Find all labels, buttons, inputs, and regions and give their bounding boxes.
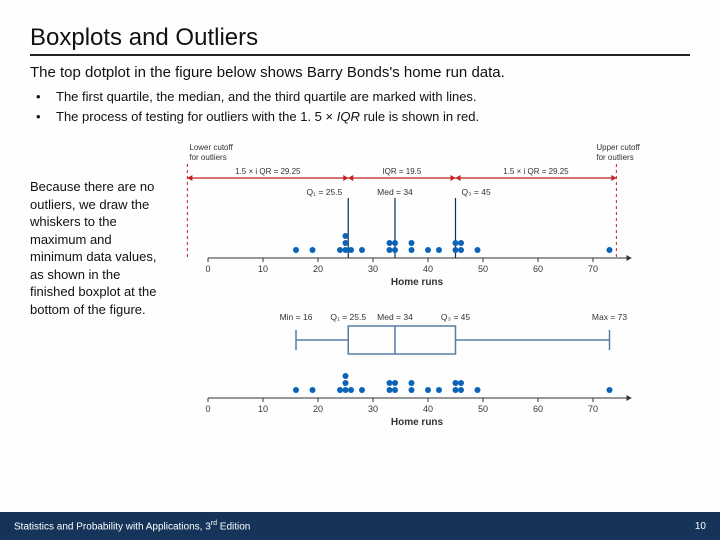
svg-text:Q₁ = 25.5: Q₁ = 25.5 xyxy=(307,187,343,197)
slide: Boxplots and Outliers The top dotplot in… xyxy=(0,0,720,540)
bullet-icon: • xyxy=(36,107,56,127)
svg-text:for outliers: for outliers xyxy=(189,153,226,162)
svg-text:20: 20 xyxy=(313,264,323,274)
svg-text:IQR = 19.5: IQR = 19.5 xyxy=(382,167,421,176)
svg-text:20: 20 xyxy=(313,404,323,414)
svg-text:10: 10 xyxy=(258,264,268,274)
svg-text:0: 0 xyxy=(205,264,210,274)
svg-text:60: 60 xyxy=(533,404,543,414)
svg-text:Max = 73: Max = 73 xyxy=(592,312,627,322)
content-row: Because there are no outliers, we draw t… xyxy=(30,138,690,428)
svg-text:40: 40 xyxy=(423,264,433,274)
bullet-text: The first quartile, the median, and the … xyxy=(56,87,477,107)
svg-text:1.5 × i QR = 29.25: 1.5 × i QR = 29.25 xyxy=(503,167,569,176)
list-item: • The first quartile, the median, and th… xyxy=(36,87,690,107)
svg-text:Upper cutoff: Upper cutoff xyxy=(596,143,640,152)
svg-text:1.5 × i QR = 29.25: 1.5 × i QR = 29.25 xyxy=(235,167,301,176)
svg-text:Q₁ = 25.5: Q₁ = 25.5 xyxy=(330,312,366,322)
svg-text:Min = 16: Min = 16 xyxy=(280,312,313,322)
svg-text:Home runs: Home runs xyxy=(391,417,444,428)
svg-text:60: 60 xyxy=(533,264,543,274)
bullet-list: • The first quartile, the median, and th… xyxy=(36,87,690,126)
svg-text:30: 30 xyxy=(368,404,378,414)
svg-text:10: 10 xyxy=(258,404,268,414)
svg-text:Home runs: Home runs xyxy=(391,277,444,288)
bullet-text: The process of testing for outliers with… xyxy=(56,107,479,127)
svg-text:70: 70 xyxy=(588,404,598,414)
svg-text:40: 40 xyxy=(423,404,433,414)
svg-text:Med = 34: Med = 34 xyxy=(377,187,413,197)
svg-text:for outliers: for outliers xyxy=(596,153,633,162)
page-title: Boxplots and Outliers xyxy=(30,24,690,56)
svg-text:30: 30 xyxy=(368,264,378,274)
diagram: Lower cutofffor outliersUpper cutofffor … xyxy=(168,138,690,428)
side-explanation: Because there are no outliers, we draw t… xyxy=(30,138,160,428)
svg-text:Q₃ = 45: Q₃ = 45 xyxy=(441,312,470,322)
svg-text:Med = 34: Med = 34 xyxy=(377,312,413,322)
svg-text:70: 70 xyxy=(588,264,598,274)
list-item: • The process of testing for outliers wi… xyxy=(36,107,690,127)
page-number: 10 xyxy=(695,521,706,532)
footer-bar: Statistics and Probability with Applicat… xyxy=(0,512,720,540)
intro-text: The top dotplot in the figure below show… xyxy=(30,64,690,81)
svg-text:0: 0 xyxy=(205,404,210,414)
boxplot-diagram: Lower cutofffor outliersUpper cutofffor … xyxy=(168,138,678,428)
svg-text:50: 50 xyxy=(478,264,488,274)
bullet-icon: • xyxy=(36,87,56,107)
svg-text:Lower cutoff: Lower cutoff xyxy=(189,143,233,152)
footer-text: Statistics and Probability with Applicat… xyxy=(14,520,250,532)
svg-text:Q₃ = 45: Q₃ = 45 xyxy=(462,187,491,197)
svg-text:50: 50 xyxy=(478,404,488,414)
